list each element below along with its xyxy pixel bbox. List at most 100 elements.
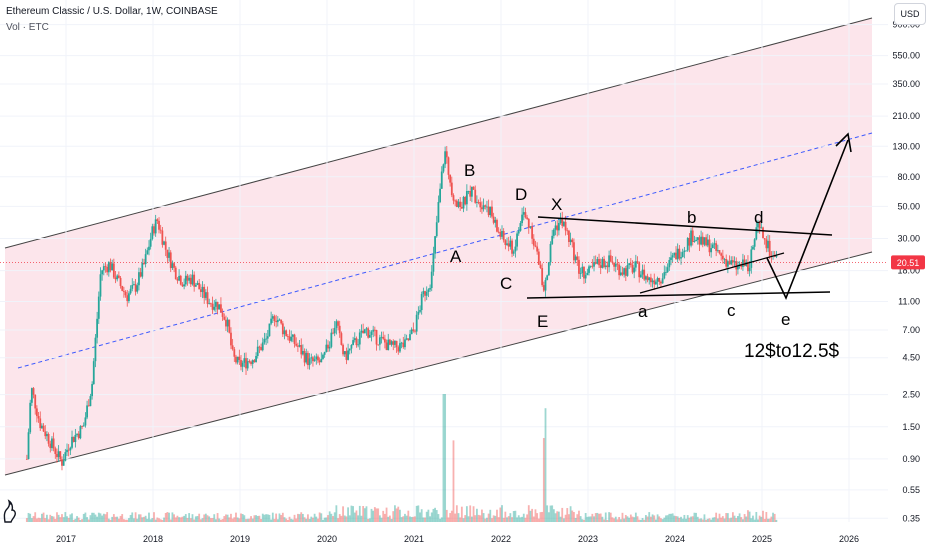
volume-bar: [283, 517, 286, 522]
candle-body: [86, 405, 88, 418]
volume-bar: [723, 518, 726, 522]
volume-bar: [54, 518, 57, 522]
candle-body: [636, 261, 639, 263]
volume-bar: [467, 516, 470, 522]
candle-body: [623, 268, 626, 275]
volume-bar: [757, 519, 759, 522]
candle-body: [94, 337, 97, 362]
volume-bar: [390, 518, 393, 522]
candle-body: [372, 329, 375, 332]
candle-body: [29, 402, 32, 433]
volume-bar: [691, 516, 694, 522]
volume-bar: [209, 518, 212, 522]
candle-body: [196, 282, 199, 285]
volume-bar: [661, 519, 664, 522]
volume-bar: [671, 513, 674, 522]
candle-body: [733, 261, 736, 263]
y-tick-label: 7.00: [902, 325, 920, 335]
candle-body: [74, 434, 77, 442]
volume-bar: [300, 512, 303, 522]
candle-body: [665, 272, 667, 273]
volume-bar: [171, 512, 174, 522]
volume-bar: [686, 515, 689, 522]
candle-body: [588, 266, 590, 273]
candle-body: [519, 223, 522, 231]
volume-bar: [71, 513, 73, 522]
volume-bar: [236, 517, 239, 522]
volume-bar: [189, 518, 192, 522]
wave-label-D: D: [515, 185, 527, 204]
tradingview-logo[interactable]: [2, 498, 18, 524]
candle-body: [743, 259, 746, 266]
candle-body: [265, 338, 267, 340]
volume-bar: [218, 518, 221, 522]
candle-body: [487, 206, 490, 216]
channel-midline: [17, 132, 873, 369]
volume-bar: [389, 515, 391, 522]
candle-body: [494, 219, 497, 223]
volume-bar: [552, 509, 555, 522]
volume-bar: [291, 519, 294, 522]
volume-bar: [646, 516, 649, 522]
volume-bar: [666, 515, 669, 522]
volume-bar: [373, 507, 376, 522]
volume-bar: [482, 513, 485, 522]
volume-bar: [773, 513, 776, 522]
volume-bar: [235, 512, 237, 522]
volume-bar: [755, 511, 758, 522]
volume-bar: [263, 514, 266, 522]
y-tick-label: 130.00: [892, 141, 920, 151]
y-axis[interactable]: 0.35 0.55 0.90 1.50 2.50 4.50 7.00 11.00 18.00 30…: [888, 0, 932, 550]
candle-body: [119, 277, 122, 287]
volume-bar: [240, 513, 242, 522]
volume-bar: [507, 516, 510, 522]
x-axis[interactable]: 2017 2018 2019 2020 2021 2022 2023 2024 2025 2026: [0, 522, 888, 550]
volume-bar: [156, 517, 159, 522]
volume-bar: [472, 506, 475, 522]
y-tick-label: 4.50: [902, 353, 920, 363]
volume-bar: [296, 513, 299, 522]
candle-body: [449, 174, 452, 183]
volume-bar: [117, 518, 120, 522]
volume-bar: [656, 514, 659, 522]
candle-body: [477, 201, 480, 203]
volume-bar: [320, 513, 323, 522]
candle-body: [392, 341, 395, 345]
candle-body: [591, 265, 594, 267]
candle-body: [163, 241, 165, 245]
y-tick-label: 210.00: [892, 111, 920, 121]
candle-body: [46, 434, 48, 437]
volume-bar: [382, 510, 385, 522]
candle-body: [268, 323, 271, 337]
volume-bar: [618, 517, 621, 522]
volume-bar: [440, 517, 443, 522]
volume-bar: [663, 517, 666, 522]
volume-bar: [506, 517, 508, 522]
regression-channel: [4, 17, 873, 476]
volume-bar: [365, 506, 368, 522]
volume-bar: [685, 518, 687, 522]
volume-bar: [194, 516, 197, 522]
candle-body: [179, 275, 182, 285]
candle-body: [459, 201, 462, 208]
channel-upper-line: [4, 17, 873, 249]
volume-bar: [770, 516, 773, 522]
volume-bar: [455, 505, 458, 522]
candle-body: [542, 285, 545, 291]
volume-bar: [375, 508, 378, 522]
volume-bar: [598, 513, 600, 522]
volume-bar: [653, 515, 656, 522]
volume-bar: [104, 514, 107, 522]
candle-body: [638, 262, 641, 278]
candle-body: [668, 260, 671, 268]
volume-bar: [496, 509, 498, 522]
volume-bar: [665, 515, 667, 522]
candle-body: [536, 246, 539, 252]
currency-button[interactable]: USD: [894, 3, 926, 25]
candle-body: [312, 357, 314, 362]
candle-body: [656, 277, 659, 282]
candle-body: [725, 259, 728, 267]
candle-body: [455, 200, 458, 207]
volume-bar: [193, 519, 196, 522]
